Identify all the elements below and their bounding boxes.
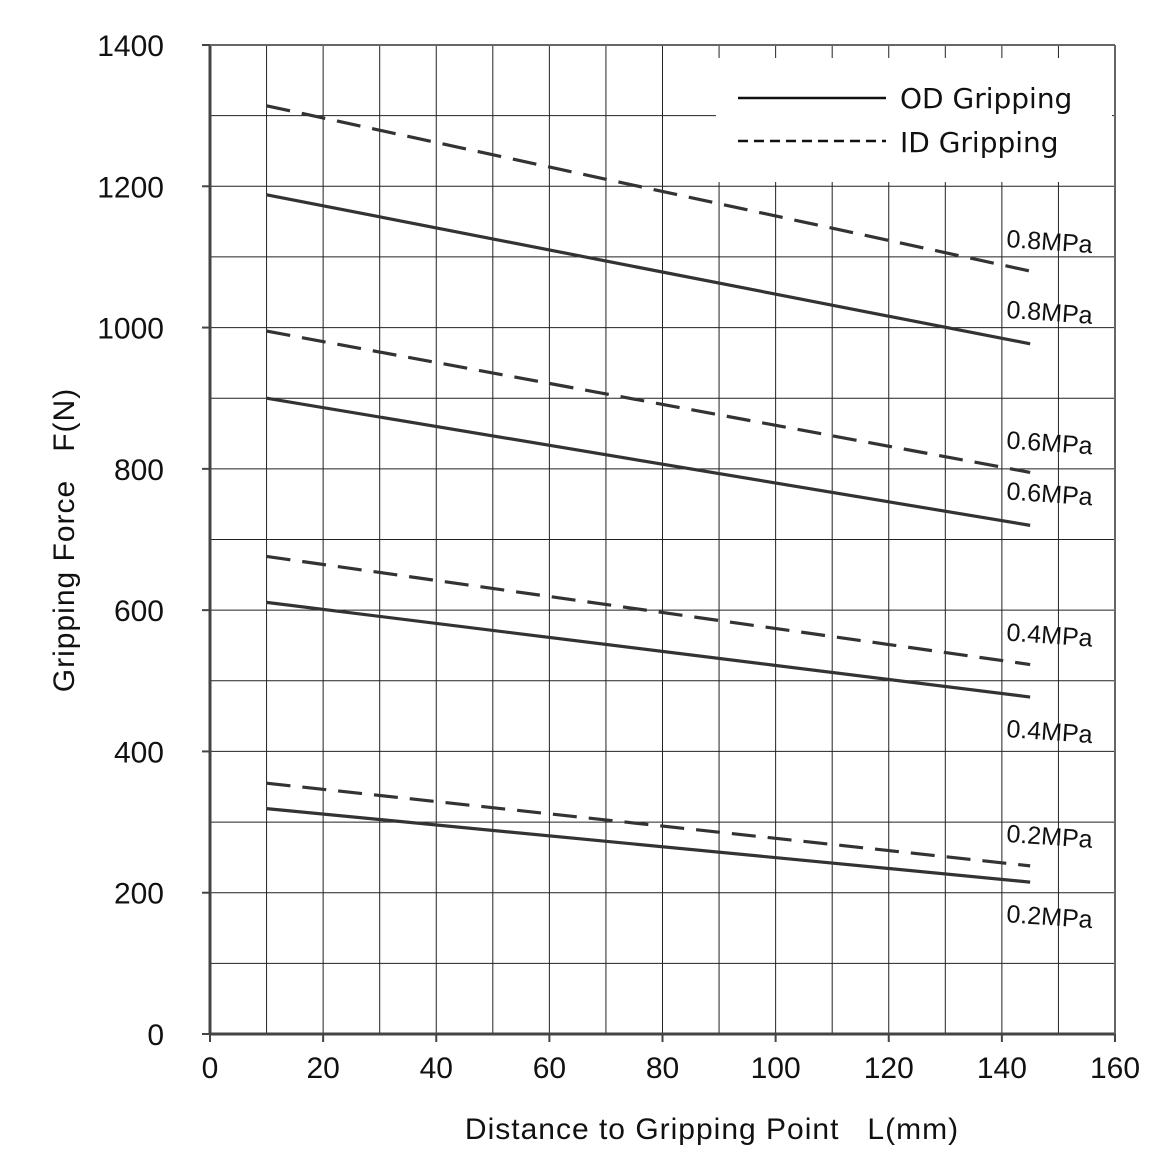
series-line-id-0.6mpa bbox=[266, 329, 1031, 474]
x-axis-title: Distance to Gripping Point L(mm) bbox=[465, 1113, 959, 1146]
series-label-od-0.8mpa: 0.8MPa bbox=[1006, 296, 1094, 330]
x-tick-label: 140 bbox=[977, 1052, 1027, 1085]
series-label-id-0.8mpa: 0.8MPa bbox=[1006, 225, 1094, 259]
series-line-od-0.6mpa bbox=[266, 396, 1031, 527]
x-tick-label: 0 bbox=[202, 1052, 219, 1085]
x-tick-label: 20 bbox=[306, 1052, 339, 1085]
y-axis-title: Gripping Force F(N) bbox=[48, 388, 81, 692]
y-tick-label: 0 bbox=[147, 1019, 164, 1052]
grid bbox=[210, 45, 1115, 1034]
series-label-od-0.4mpa: 0.4MPa bbox=[1006, 715, 1094, 749]
x-tick-label: 80 bbox=[646, 1052, 679, 1085]
x-tick-label: 100 bbox=[751, 1052, 801, 1085]
x-tick-label: 40 bbox=[420, 1052, 453, 1085]
series-line-id-0.2mpa bbox=[266, 781, 1031, 868]
y-tick-label: 800 bbox=[114, 454, 164, 487]
x-tick-label: 120 bbox=[864, 1052, 914, 1085]
series-label-od-0.2mpa: 0.2MPa bbox=[1006, 900, 1094, 934]
series-label-id-0.6mpa: 0.6MPa bbox=[1006, 426, 1094, 460]
axes: 0 20 40 60 80 100 120 140 160 0 200 400 600 800 1000 12… bbox=[97, 30, 1140, 1085]
series-lines bbox=[266, 104, 1031, 884]
legend-label-id: ID Gripping bbox=[900, 126, 1059, 159]
y-tick-label: 400 bbox=[114, 736, 164, 769]
series-line-od-0.8mpa bbox=[266, 193, 1031, 346]
series-labels: 0.8MPa 0.6MPa 0.4MPa 0.2MPa 0.8MPa 0.6MPa 0.4M… bbox=[1006, 225, 1094, 934]
y-tick-label: 200 bbox=[114, 878, 164, 911]
x-tick-label: 60 bbox=[533, 1052, 566, 1085]
y-tick-label: 600 bbox=[114, 595, 164, 628]
series-line-id-0.8mpa bbox=[266, 104, 1031, 273]
series-label-od-0.6mpa: 0.6MPa bbox=[1006, 477, 1094, 511]
y-tick-label: 1000 bbox=[97, 313, 164, 346]
y-tick-label: 1200 bbox=[97, 171, 164, 204]
series-line-od-0.2mpa bbox=[266, 807, 1031, 884]
legend-box bbox=[716, 58, 1112, 182]
y-tick-label: 1400 bbox=[97, 30, 164, 63]
legend: OD Gripping ID Gripping bbox=[716, 58, 1112, 182]
legend-label-od: OD Gripping bbox=[900, 82, 1072, 115]
series-line-od-0.4mpa bbox=[266, 600, 1031, 699]
series-label-id-0.2mpa: 0.2MPa bbox=[1006, 820, 1094, 854]
series-line-id-0.4mpa bbox=[266, 554, 1031, 667]
x-tick-label: 160 bbox=[1090, 1052, 1140, 1085]
series-label-id-0.4mpa: 0.4MPa bbox=[1006, 619, 1094, 653]
